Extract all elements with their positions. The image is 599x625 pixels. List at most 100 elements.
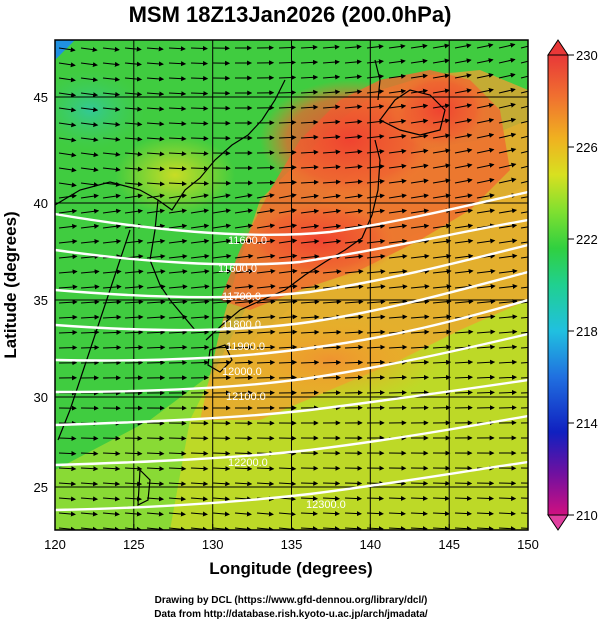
wind-arrow [168,299,188,305]
wind-arrow [454,88,472,94]
wind-arrow [476,177,495,184]
wind-arrow [300,104,319,110]
wind-arrow [102,238,122,244]
wind-arrow [234,344,254,350]
wind-arrow [190,105,209,111]
wind-arrow [102,208,122,214]
credit-data: Data from http://database.rish.kyoto-u.a… [154,609,428,620]
wind-arrow [80,239,100,245]
wind-arrow [498,344,518,350]
wind-arrow [476,132,495,139]
wind-arrow [190,193,209,199]
wind-arrow [146,91,165,97]
wind-arrow [80,496,99,502]
wind-arrow [168,166,187,172]
wind-arrow [520,165,528,169]
colorbar: 230 226 222 218 214 210 [547,39,598,531]
wind-arrow [58,239,78,245]
wind-arrow [520,150,528,154]
y-tick-label: 45 [34,90,48,105]
wind-arrow [124,360,144,366]
x-tick-label: 120 [44,537,66,552]
wind-arrow [344,74,363,80]
wind-arrow [300,223,320,229]
wind-arrow [190,150,209,156]
wind-arrow [454,103,473,109]
wind-arrow [102,46,120,52]
wind-arrow [256,375,276,381]
wind-arrow [432,223,452,229]
wind-arrow [432,103,451,109]
wind-arrow [520,392,528,394]
wind-arrow [322,526,340,530]
wind-arrow [366,208,386,214]
wind-arrow [212,511,230,517]
wind-arrow [102,511,120,517]
wind-arrow [476,193,495,199]
wind-arrow [322,511,340,517]
wind-arrow [410,511,428,517]
wind-arrow [410,359,430,365]
wind-arrow [300,526,318,530]
wind-arrow [322,59,340,65]
wind-arrow [498,102,516,109]
wind-arrow [80,254,100,260]
wind-arrow [388,73,407,79]
wind-arrow [102,481,121,487]
x-tick-label: 140 [359,537,381,552]
wind-arrow [278,511,296,517]
wind-arrow [58,193,77,199]
wind-arrow [388,103,407,109]
wind-arrow [454,223,474,229]
wind-arrow [168,253,188,259]
wind-arrow [454,133,473,139]
wind-arrow [168,46,186,52]
wind-arrow [58,152,77,158]
wind-arrow [388,390,407,396]
wind-arrow [344,149,363,155]
colorbar-tick-label: 222 [576,232,598,247]
wind-arrow [410,148,429,154]
wind-arrow [498,117,517,124]
contour-12100 [55,378,528,427]
wind-arrow [300,179,319,185]
wind-arrow [124,91,143,97]
wind-arrow [322,208,342,214]
wind-arrow [234,450,253,456]
wind-arrow [476,314,496,320]
wind-arrow [168,106,187,112]
wind-arrow [124,481,143,487]
wind-arrow [300,359,320,365]
wind-arrow [168,511,186,517]
wind-arrow [278,223,298,229]
wind-arrow [366,253,386,259]
wind-arrow [520,316,528,319]
x-tick-label: 130 [202,537,224,552]
wind-arrow [278,208,298,214]
wind-arrow [410,390,429,396]
wind-arrow [256,253,276,259]
wind-arrow [168,435,187,441]
wind-arrow [520,256,528,259]
wind-arrow [212,360,232,366]
y-axis-label: Latitude (degrees) [1,211,20,358]
wind-arrow [80,329,100,335]
cold-corner [55,40,75,60]
wind-arrow [366,375,386,381]
wind-arrow [344,238,364,244]
wind-arrow [322,329,342,335]
wind-arrow [344,104,363,110]
wind-arrow [146,76,165,82]
wind-arrow [366,495,385,501]
contour-11800 [55,270,528,332]
wind-arrow [146,181,165,187]
wind-arrow [520,527,528,529]
wind-arrow [520,90,528,94]
warm-core-central [240,200,400,280]
wind-arrow [168,344,188,350]
wind-arrow [300,269,320,275]
colorbar-tick-label: 218 [576,324,598,339]
wind-arrow [366,44,384,50]
wind-arrow [212,314,232,320]
wind-arrow [498,72,516,79]
